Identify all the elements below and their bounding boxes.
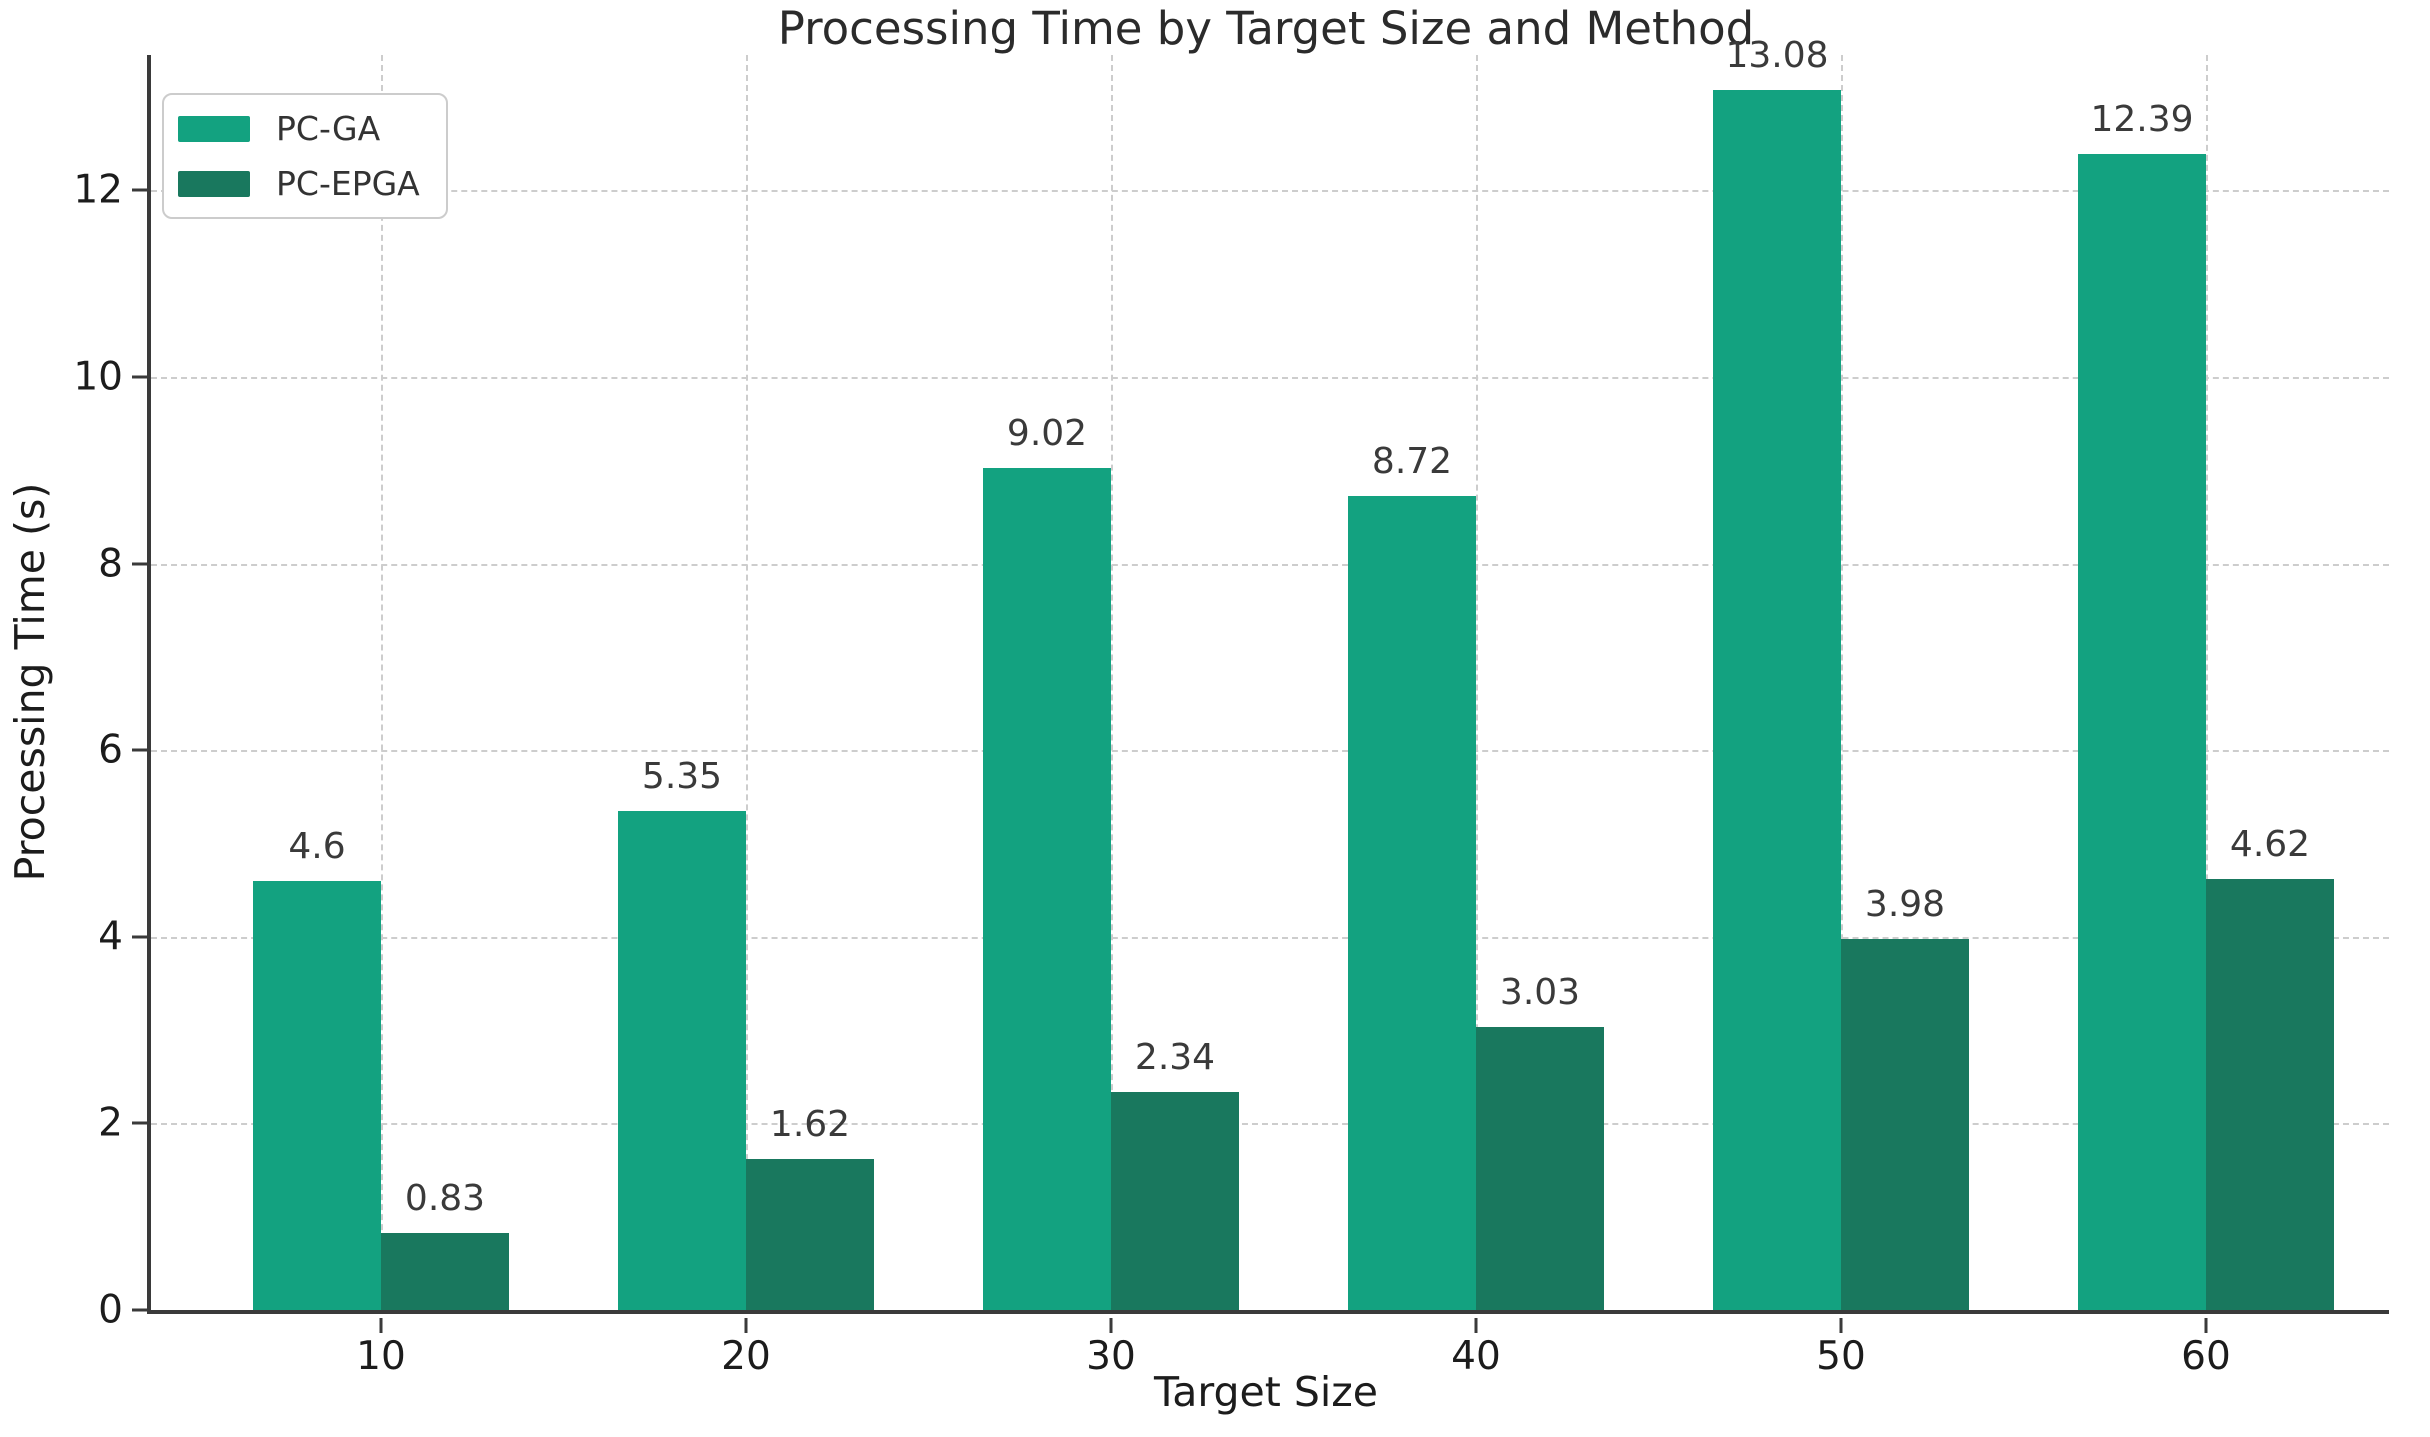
legend-item-pc-epga: PC-EPGA <box>178 164 420 203</box>
y-tick-mark <box>132 1308 147 1312</box>
y-axis-label: Processing Time (s) <box>6 482 54 882</box>
y-tick-label: 6 <box>98 727 123 773</box>
x-gridline <box>2206 55 2208 1310</box>
bar-value-label: 12.39 <box>2090 98 2194 140</box>
x-tick-mark <box>744 1318 748 1333</box>
y-tick-label: 2 <box>98 1100 123 1146</box>
y-gridline <box>151 563 2389 566</box>
plot-area: 0 2 4 6 8 10 12 10 4.6 0.83 20 5.35 1.62 30 9.02 2.34 40… <box>73 35 2389 1379</box>
bar-value-label: 3.03 <box>1499 972 1581 1014</box>
bar-value-label: 13.08 <box>1725 34 1829 76</box>
y-tick-mark <box>132 935 147 939</box>
bar-pc-ga-50 <box>1713 89 1841 1310</box>
y-gridline <box>151 190 2389 193</box>
x-tick-label: 40 <box>1451 1334 1501 1379</box>
legend-swatch-icon <box>178 170 250 197</box>
y-gridline <box>151 750 2389 753</box>
y-tick-mark <box>132 562 147 566</box>
y-tick-mark <box>132 188 147 192</box>
bar-pc-epga-10 <box>381 1232 509 1310</box>
x-axis-label: Target Size <box>1153 1368 1379 1416</box>
y-tick-label: 8 <box>98 541 123 587</box>
y-tick-mark <box>132 375 147 379</box>
bar-pc-epga-30 <box>1111 1091 1239 1310</box>
legend-label: PC-GA <box>276 109 381 148</box>
bar-pc-ga-10 <box>253 880 381 1310</box>
legend: PC-GA PC-EPGA <box>162 93 448 219</box>
bar-value-label: 5.35 <box>641 755 723 797</box>
x-tick-label: 10 <box>356 1334 406 1379</box>
bar-value-label: 9.02 <box>1006 413 1088 455</box>
y-tick-label: 4 <box>98 914 123 960</box>
bar-pc-epga-50 <box>1841 938 1969 1310</box>
bar-pc-ga-40 <box>1348 496 1476 1310</box>
x-tick-label: 30 <box>1086 1334 1136 1379</box>
bar-pc-ga-30 <box>983 468 1111 1310</box>
bar-value-label: 3.98 <box>1864 883 1946 925</box>
y-tick-label: 12 <box>73 167 123 213</box>
y-tick-mark <box>132 1121 147 1125</box>
bar-value-label: 4.62 <box>2229 823 2311 865</box>
y-gridline <box>151 376 2389 379</box>
y-gridline <box>151 936 2389 939</box>
x-tick-label: 50 <box>1816 1334 1866 1379</box>
bar-value-label: 2.34 <box>1134 1036 1216 1078</box>
legend-item-pc-ga: PC-GA <box>178 109 420 148</box>
x-gridline <box>1476 55 1478 1310</box>
y-tick-label: 0 <box>98 1287 123 1333</box>
bar-value-label: 1.62 <box>769 1103 851 1145</box>
bar-value-label: 8.72 <box>1371 441 1453 483</box>
bar-pc-epga-20 <box>746 1158 874 1310</box>
x-gridline <box>746 55 748 1310</box>
x-tick-mark <box>1839 1318 1843 1333</box>
y-gridline <box>151 1123 2389 1126</box>
bar-pc-ga-20 <box>618 810 746 1310</box>
y-tick-label: 10 <box>73 354 123 400</box>
x-gridline <box>1111 55 1113 1310</box>
bar-pc-epga-60 <box>2206 878 2334 1310</box>
x-tick-mark <box>379 1318 383 1333</box>
bar-pc-epga-40 <box>1476 1027 1604 1310</box>
bar-value-label: 4.6 <box>288 825 346 867</box>
x-tick-label: 20 <box>721 1334 771 1379</box>
x-tick-mark <box>1474 1318 1478 1333</box>
legend-label: PC-EPGA <box>276 164 420 203</box>
x-gridline <box>381 55 383 1310</box>
x-tick-mark <box>2204 1318 2208 1333</box>
x-tick-mark <box>1109 1318 1113 1333</box>
chart-title: Processing Time by Target Size and Metho… <box>777 2 1755 55</box>
bar-value-label: 0.83 <box>404 1177 486 1219</box>
legend-swatch-icon <box>178 115 250 142</box>
x-gridline <box>1841 55 1843 1310</box>
bar-pc-ga-60 <box>2078 153 2206 1310</box>
x-tick-label: 60 <box>2181 1334 2231 1379</box>
y-tick-mark <box>132 748 147 752</box>
